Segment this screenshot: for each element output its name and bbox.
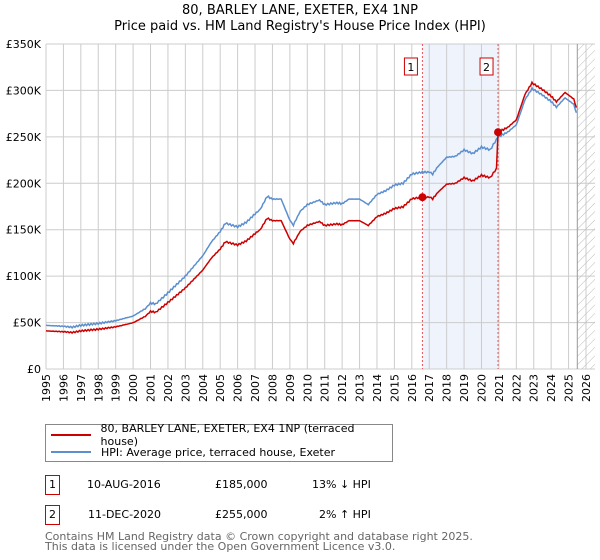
y-tick-label: £200K (6, 177, 42, 190)
x-tick-label: 2012 (336, 374, 349, 402)
x-tick-label: 2009 (284, 374, 297, 402)
x-tick-label: 2023 (528, 374, 541, 402)
x-tick-label: 2002 (162, 374, 175, 402)
legend: 80, BARLEY LANE, EXETER, EX4 1NP (terrac… (45, 422, 393, 462)
transaction-date: 10-AUG-2016 (87, 478, 161, 491)
sale-point (418, 193, 427, 202)
y-tick-label: £100K (6, 270, 42, 283)
future-hatch (577, 44, 595, 369)
x-tick-label: 2024 (545, 374, 558, 402)
y-tick-label: £150K (6, 224, 42, 237)
price-chart: 1995 1996 1997 1998 1999 2000 2001 2002 2003 2004… (6, 38, 595, 402)
y-tick-label: £250K (6, 131, 42, 144)
x-tick-label: 2006 (232, 374, 245, 402)
y-tick-label: £50K (13, 317, 42, 330)
x-tick-label: 2008 (266, 374, 279, 402)
legend-swatch (51, 434, 91, 436)
transaction-price: £185,000 (215, 478, 268, 491)
x-tick-label: 2005 (214, 374, 227, 402)
x-tick-label: 2015 (388, 374, 401, 402)
transaction-badge: 2 (45, 505, 60, 525)
sale-marker-label: 2 (483, 61, 490, 74)
transaction-badge: 1 (45, 475, 60, 495)
legend-item-property: 80, BARLEY LANE, EXETER, EX4 1NP (terrac… (46, 422, 392, 448)
sale-point (494, 128, 503, 137)
y-tick-label: £350K (6, 38, 42, 51)
property-series-line (45, 80, 578, 335)
transaction-row: 1 10-AUG-2016 £185,000 13% ↓ HPI (45, 475, 405, 495)
x-tick-label: 2004 (197, 374, 210, 402)
x-tick-label: 2016 (406, 374, 419, 402)
legend-swatch (51, 451, 91, 453)
transaction-row: 2 11-DEC-2020 £255,000 2% ↑ HPI (45, 505, 405, 525)
chart-subtitle: Price paid vs. HM Land Registry's House … (114, 19, 486, 34)
x-tick-label: 2013 (354, 374, 367, 402)
legend-label: 80, BARLEY LANE, EXETER, EX4 1NP (terrac… (100, 422, 355, 448)
x-tick-label: 1995 (40, 374, 53, 402)
x-tick-label: 2010 (301, 374, 314, 402)
x-tick-label: 2018 (441, 374, 454, 402)
x-tick-label: 2011 (319, 374, 332, 402)
legend-item-hpi: HPI: Average price, terraced house, Exet… (46, 444, 335, 460)
footer-copyright: Contains HM Land Registry data © Crown c… (45, 530, 473, 543)
x-tick-label: 2014 (371, 374, 384, 402)
x-tick-label: 1998 (92, 374, 105, 402)
sale-marker-box (403, 57, 418, 76)
x-tick-label: 2001 (145, 374, 158, 402)
transaction-date: 11-DEC-2020 (88, 508, 162, 521)
x-tick-label: 2019 (458, 374, 471, 402)
x-tick-label: 2000 (127, 374, 140, 402)
x-tick-label: 2026 (580, 374, 593, 402)
transaction-price: £255,000 (215, 508, 268, 521)
x-tick-label: 1996 (57, 374, 70, 402)
y-tick-label: £0 (27, 363, 41, 376)
sale-marker-label: 1 (407, 61, 414, 74)
transaction-hpi: 2% ↑ HPI (319, 508, 371, 521)
x-tick-label: 2007 (249, 374, 262, 402)
hpi-series-line (45, 86, 578, 330)
x-tick-label: 1997 (75, 374, 88, 402)
x-tick-label: 1999 (110, 374, 123, 402)
x-tick-label: 2003 (179, 374, 192, 402)
x-tick-label: 2025 (563, 374, 576, 402)
x-tick-label: 2020 (475, 374, 488, 402)
x-tick-label: 2022 (510, 374, 523, 402)
y-tick-label: £300K (6, 84, 42, 97)
x-tick-label: 2017 (423, 374, 436, 402)
transaction-hpi: 13% ↓ HPI (312, 478, 371, 491)
sale-marker-box (479, 57, 494, 76)
chart-title: 80, BARLEY LANE, EXETER, EX4 1NP (182, 3, 418, 18)
footer-licence: This data is licensed under the Open Gov… (45, 540, 396, 553)
legend-label: HPI: Average price, terraced house, Exet… (101, 445, 336, 459)
x-tick-label: 2021 (493, 374, 506, 402)
sale-period-shade (422, 44, 499, 369)
